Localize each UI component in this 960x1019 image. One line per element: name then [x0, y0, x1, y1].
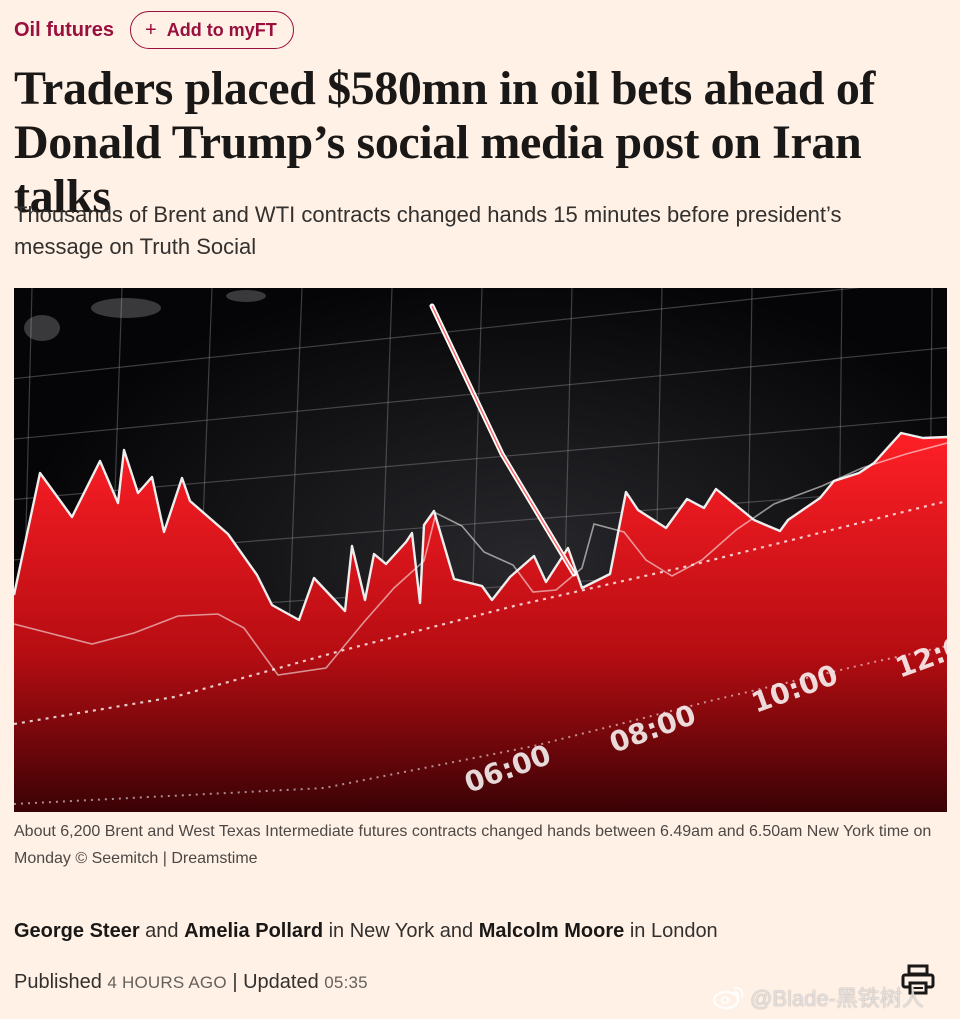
- image-caption: About 6,200 Brent and West Texas Interme…: [14, 823, 932, 867]
- topic-link-oil-futures[interactable]: Oil futures: [14, 19, 115, 41]
- watermark-text: @Blade-黑铁树人: [750, 986, 924, 1011]
- author-malcolm-moore[interactable]: Malcolm Moore: [478, 920, 625, 942]
- published-label: Published: [14, 971, 102, 993]
- byline-connector: and: [139, 920, 185, 942]
- article-byline: George Steer and Amelia Pollard in New Y…: [14, 916, 718, 946]
- price-spike-highlight: [431, 305, 575, 575]
- blurred-top-labels: [24, 290, 266, 341]
- article-timestamps: Published 4 HOURS AGO | Updated 05:35: [14, 968, 368, 997]
- author-amelia-pollard[interactable]: Amelia Pollard: [184, 920, 324, 942]
- print-button[interactable]: [898, 962, 938, 1002]
- price-line: [14, 431, 947, 622]
- weibo-icon: [712, 985, 745, 1010]
- byline-location-new-york: in New York and: [323, 920, 479, 942]
- byline-location-london: in London: [624, 920, 718, 942]
- timestamp-separator: |: [232, 971, 238, 993]
- article-standfirst: Thousands of Brent and WTI contracts cha…: [14, 202, 842, 259]
- topic-row: Oil futures + Add to myFT: [14, 11, 294, 49]
- print-icon: [901, 964, 935, 1000]
- article-headline: Traders placed $580mn in oil bets ahead …: [14, 62, 876, 223]
- dotted-axis-line: [14, 645, 947, 805]
- red-area-fill: [14, 433, 947, 812]
- updated-label: Updated: [243, 971, 319, 993]
- add-to-myft-label: Add to myFT: [166, 19, 277, 40]
- secondary-price-line: [14, 442, 947, 676]
- updated-time: 05:35: [324, 973, 368, 992]
- dotted-trend-line: [14, 499, 947, 726]
- article-hero-image: 06:00 08:00 10:00 12:0: [14, 288, 947, 812]
- published-time: 4 HOURS AGO: [107, 973, 227, 992]
- social-watermark: @Blade-黑铁树人: [712, 981, 924, 1013]
- stock-chart-image: 06:00 08:00 10:00 12:0: [14, 288, 947, 812]
- author-george-steer[interactable]: George Steer: [14, 920, 140, 942]
- plus-icon: +: [145, 19, 157, 41]
- add-to-myft-button[interactable]: + Add to myFT: [130, 11, 294, 49]
